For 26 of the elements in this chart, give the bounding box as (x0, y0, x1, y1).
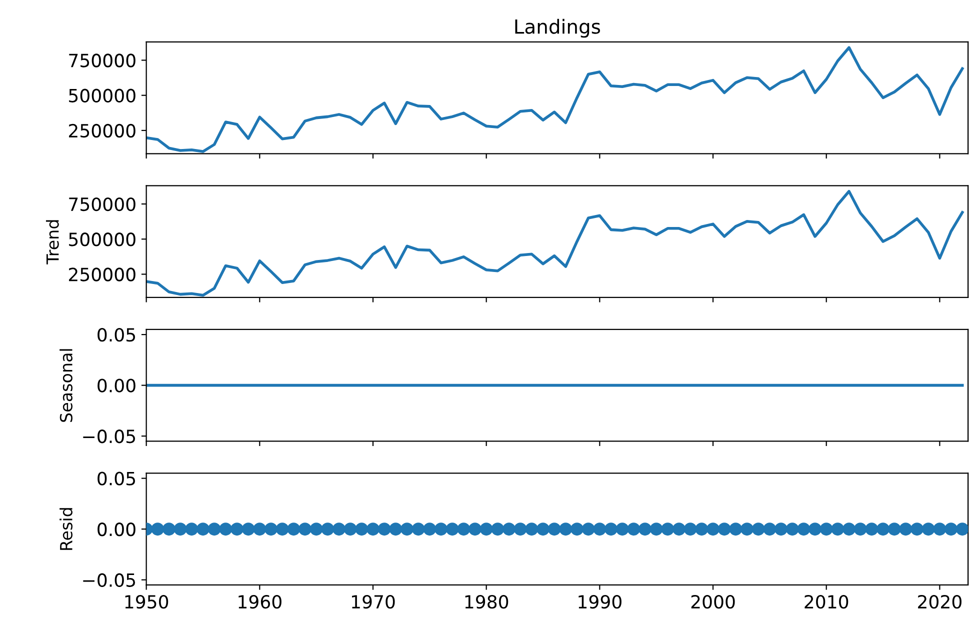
y-tick-label: 0.05 (98, 472, 136, 486)
y-axis-title: Seasonal (60, 349, 72, 422)
line-series (146, 190, 964, 297)
y-axis-title: Trend (46, 220, 59, 264)
y-tick-label: 0.00 (98, 522, 136, 536)
y-tick-label: 0.00 (98, 378, 136, 392)
y-tick-label: 250000 (68, 268, 136, 282)
y-tick-label: −0.05 (83, 430, 136, 444)
y-axis-title: Resid (60, 508, 72, 550)
y-tick-label: 500000 (69, 88, 136, 102)
x-tick-label: 2010 (804, 594, 848, 609)
x-tick-label: 1970 (352, 594, 395, 609)
line-series (146, 46, 964, 153)
y-tick-label: 750000 (69, 197, 136, 212)
y-tick-label: 0.05 (98, 328, 136, 342)
x-tick-label: 1980 (465, 594, 508, 609)
y-tick-label: 250000 (68, 124, 136, 138)
y-tick-label: 500000 (69, 232, 136, 246)
chart-title: Landings (515, 18, 600, 38)
x-tick-label: 2000 (691, 594, 735, 609)
x-tick-label: 1960 (238, 594, 282, 609)
y-tick-label: 750000 (69, 54, 136, 68)
x-tick-label: 1950 (125, 594, 168, 609)
x-tick-label: 1990 (578, 594, 622, 609)
x-tick-label: 2020 (918, 594, 962, 609)
y-tick-label: −0.05 (83, 573, 136, 587)
